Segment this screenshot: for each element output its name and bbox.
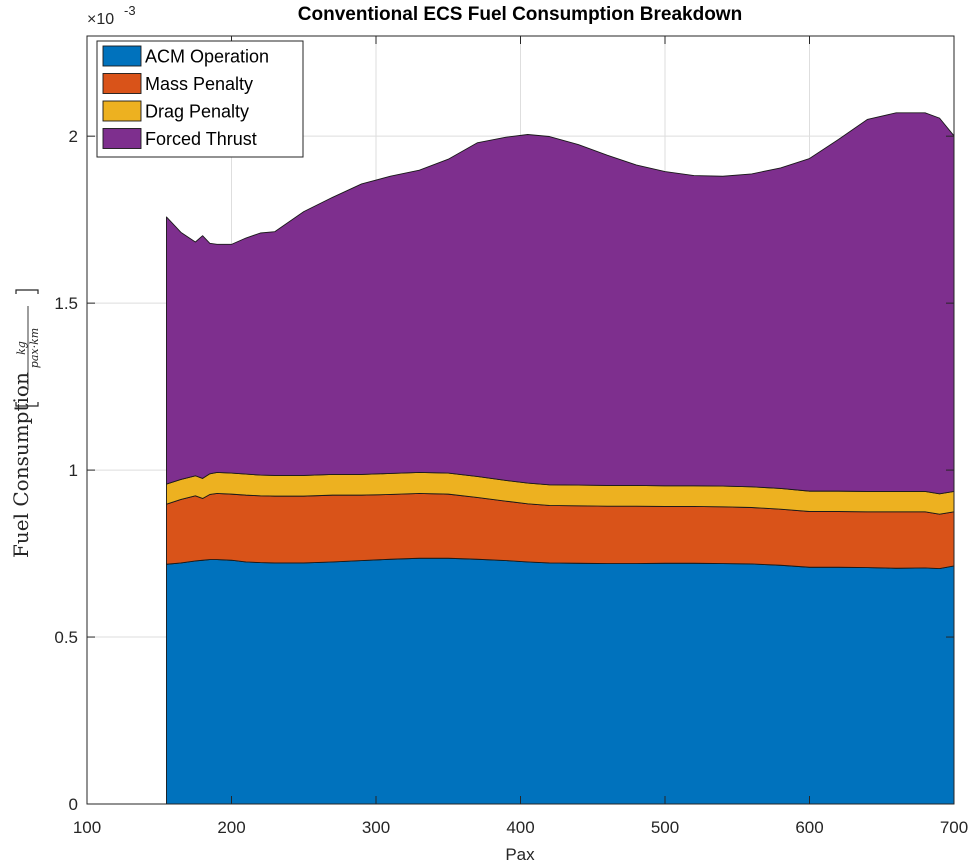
y-axis-label: Fuel Consumption kg pax·km <box>9 289 41 558</box>
x-tick-labels: 100 200 300 400 500 600 700 <box>73 818 968 837</box>
legend-swatch <box>102 100 142 122</box>
legend-swatch <box>102 128 142 149</box>
y-axis-unit-denominator: pax·km <box>28 328 41 368</box>
x-tick-label: 500 <box>651 818 679 837</box>
y-tick-label: 0 <box>69 795 78 814</box>
exponent-base: ×10 <box>87 11 114 28</box>
y-tick-labels: 0 0.5 1 1.5 2 <box>54 127 78 814</box>
area-series-1 <box>166 557 955 805</box>
legend: ACM Operation Mass Penalty Drag Penalty For… <box>96 40 304 158</box>
x-tick-label: 400 <box>506 818 534 837</box>
y-tick-label: 1 <box>69 461 78 480</box>
exponent-power: -3 <box>124 3 136 18</box>
legend-label: Drag Penalty <box>145 102 249 122</box>
exponent-label: ×10 -3 <box>87 3 136 28</box>
y-axis-unit-bracket: kg pax·km <box>15 289 41 407</box>
x-tick-label: 700 <box>940 818 968 837</box>
x-tick-label: 100 <box>73 818 101 837</box>
stacked-areas <box>166 112 955 805</box>
legend-label: ACM Operation <box>145 47 269 67</box>
x-tick-label: 600 <box>795 818 823 837</box>
chart-title: Conventional ECS Fuel Consumption Breakd… <box>298 4 742 25</box>
y-axis-unit-numerator: kg <box>15 341 28 355</box>
y-tick-label: 0.5 <box>54 628 78 647</box>
legend-label: Mass Penalty <box>145 74 253 94</box>
x-tick-label: 300 <box>362 818 390 837</box>
legend-swatch <box>102 73 142 94</box>
x-tick-label: 200 <box>217 818 245 837</box>
x-axis-label: Pax <box>505 845 535 864</box>
y-tick-label: 1.5 <box>54 294 78 313</box>
y-axis-label-text: Fuel Consumption <box>9 372 33 558</box>
axis-ticks <box>86 36 955 805</box>
y-tick-label: 2 <box>69 127 78 146</box>
legend-label: Forced Thrust <box>145 129 257 149</box>
legend-swatch <box>102 45 142 67</box>
